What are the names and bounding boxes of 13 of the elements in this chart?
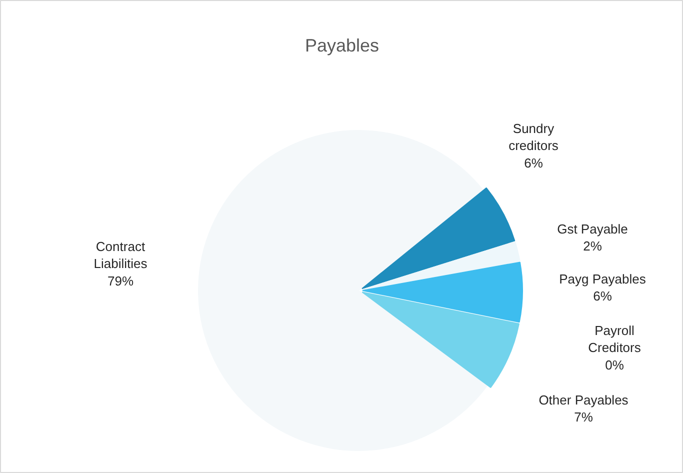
category-label: Payroll Creditors: [588, 322, 641, 355]
slice-label: Contract Liabilities: [94, 238, 148, 271]
slice-label: Sundry creditors: [508, 120, 559, 153]
data-label: 7%: [574, 410, 594, 425]
data-label: 6%: [524, 155, 544, 170]
slice-label: Payg Payables: [559, 271, 646, 286]
slice-label: Other Payables: [538, 392, 629, 408]
text: 0%: [605, 357, 624, 372]
data-label: 79%: [107, 273, 134, 288]
data-label: 6%: [593, 288, 612, 304]
slice-label: Gst Payable: [557, 221, 628, 236]
data-label: 2%: [583, 238, 602, 254]
chart-title: Payables: [304, 36, 380, 56]
